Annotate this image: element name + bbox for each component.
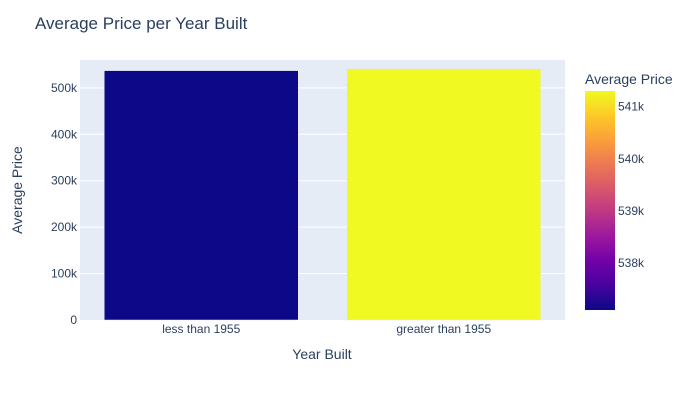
colorbar-gradient	[585, 91, 615, 310]
colorbar-title: Average Price	[585, 71, 673, 87]
x-tick-label: less than 1955	[162, 322, 240, 336]
bar	[104, 70, 299, 321]
y-axis-ticks: 0 100k 200k 300k 400k 500k	[51, 81, 78, 327]
x-tick-label: greater than 1955	[396, 322, 491, 336]
bar	[346, 68, 541, 321]
colorbar-ticks: 538k 539k 540k 541k	[618, 100, 645, 270]
colorbar-tick-label: 539k	[618, 204, 645, 218]
y-tick-label: 200k	[51, 220, 78, 234]
y-axis-title: Average Price	[9, 146, 25, 234]
colorbar: Average Price 538k 539k 540k 541k	[585, 71, 673, 310]
colorbar-tick-label: 541k	[618, 100, 645, 114]
colorbar-tick-label: 540k	[618, 152, 645, 166]
colorbar-tick-label: 538k	[618, 256, 645, 270]
y-tick-label: 0	[70, 313, 77, 327]
y-tick-label: 100k	[51, 267, 78, 281]
y-tick-label: 500k	[51, 81, 78, 95]
y-tick-label: 300k	[51, 174, 78, 188]
y-tick-label: 400k	[51, 127, 78, 141]
chart-title: Average Price per Year Built	[35, 14, 248, 33]
bars	[104, 68, 541, 321]
x-axis-ticks: less than 1955 greater than 1955	[162, 322, 491, 336]
x-axis-title: Year Built	[292, 346, 352, 362]
